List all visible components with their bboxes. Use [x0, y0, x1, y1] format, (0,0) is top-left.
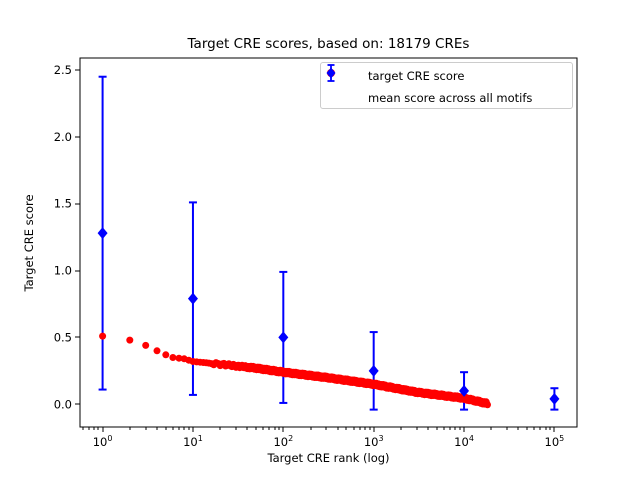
svg-text:105: 105 — [545, 434, 565, 449]
legend-label-target: target CRE score — [368, 69, 465, 83]
y-axis-label: Target CRE score — [22, 194, 36, 292]
legend-label-mean: mean score across all motifs — [368, 91, 533, 105]
legend-item-mean-score: mean score across all motifs — [321, 64, 572, 109]
svg-text:1.5: 1.5 — [54, 197, 72, 211]
svg-text:2.0: 2.0 — [54, 130, 72, 144]
svg-text:0.0: 0.0 — [54, 397, 72, 411]
chart-title: Target CRE scores, based on: 18179 CREs — [187, 36, 470, 52]
x-tick-labels: 100 101 102 103 104 105 — [93, 434, 565, 449]
svg-text:2.5: 2.5 — [54, 63, 72, 77]
target-score-series — [99, 332, 491, 409]
svg-text:103: 103 — [364, 434, 384, 449]
svg-text:100: 100 — [93, 434, 113, 449]
axis-ticks — [75, 69, 555, 432]
legend-item-target-cre-score: target CRE score — [321, 65, 572, 87]
svg-text:1.0: 1.0 — [54, 264, 72, 278]
legend: target CRE score mean score across all m… — [320, 62, 573, 109]
svg-text:102: 102 — [273, 434, 293, 449]
svg-text:104: 104 — [454, 434, 474, 449]
mean-score-markers — [97, 227, 560, 405]
y-tick-labels: 0.0 0.5 1.0 1.5 2.0 2.5 — [54, 63, 72, 411]
svg-text:101: 101 — [183, 434, 203, 449]
x-axis-label: Target CRE rank (log) — [267, 451, 390, 465]
mean-score-errorbars — [98, 75, 559, 411]
svg-text:0.5: 0.5 — [54, 330, 72, 344]
axes-frame — [79, 57, 578, 428]
